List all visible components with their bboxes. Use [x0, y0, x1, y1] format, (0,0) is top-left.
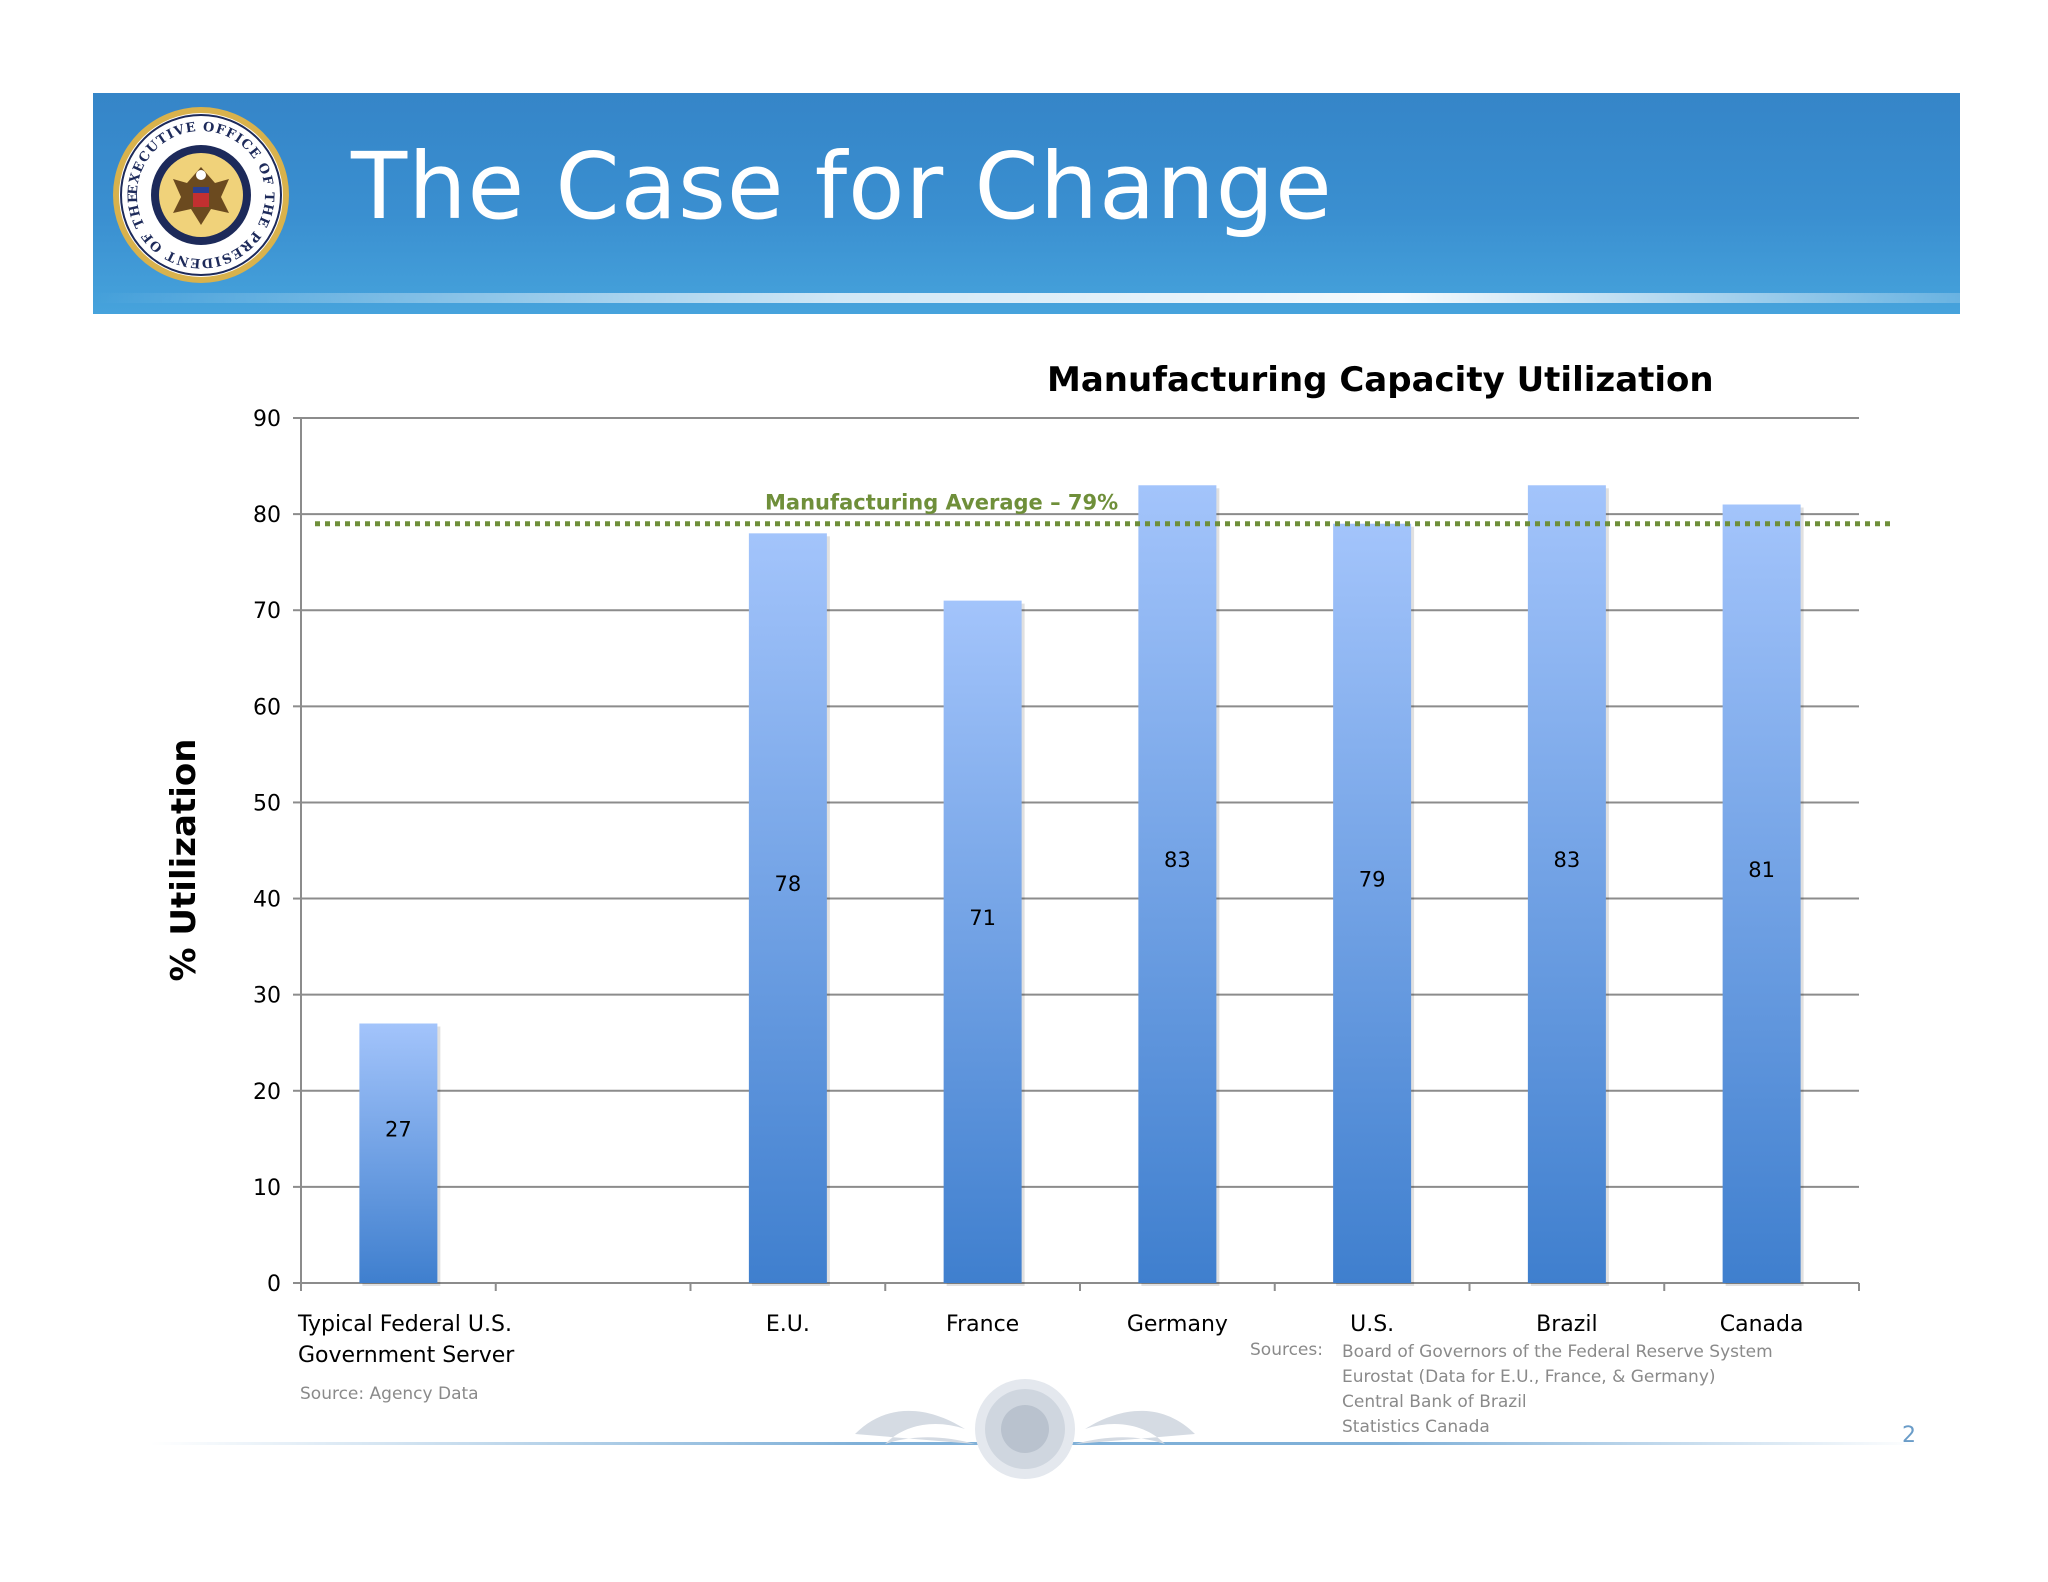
source-item: Board of Governors of the Federal Reserv…	[1342, 1342, 1773, 1362]
y-tick-label: 40	[253, 888, 281, 913]
data-label: 78	[775, 872, 802, 896]
source-item: Statistics Canada	[1342, 1417, 1490, 1437]
y-tick-label: 70	[253, 599, 281, 624]
source-item: Eurostat (Data for E.U., France, & Germa…	[1342, 1367, 1716, 1387]
data-label: 83	[1164, 848, 1191, 872]
bar	[1527, 485, 1606, 1283]
y-tick-label: 90	[253, 407, 281, 432]
data-label: 81	[1748, 858, 1775, 882]
banner-highlight	[93, 293, 1960, 303]
bar	[1722, 504, 1801, 1283]
source-note-left: Source: Agency Data	[300, 1384, 479, 1404]
data-label: 27	[385, 1117, 412, 1141]
x-category-label: Canada	[1720, 1312, 1804, 1337]
x-category-label: Typical Federal U.S.	[297, 1312, 512, 1337]
y-tick-label: 0	[267, 1272, 281, 1297]
x-category-label: E.U.	[766, 1312, 810, 1337]
y-tick-label: 30	[253, 984, 281, 1009]
sources-label: Sources:	[1250, 1340, 1323, 1360]
data-label: 83	[1554, 848, 1581, 872]
x-category-label: France	[946, 1312, 1019, 1337]
average-line-label: Manufacturing Average – 79%	[765, 491, 1118, 515]
bar	[943, 600, 1022, 1283]
x-category-label: Government Server	[298, 1343, 515, 1368]
x-category-label: Brazil	[1536, 1312, 1597, 1337]
x-category-label: Germany	[1127, 1312, 1228, 1337]
bar	[1333, 523, 1412, 1283]
bar	[1138, 485, 1217, 1283]
sources-list: Board of Governors of the Federal Reserv…	[1342, 1340, 1773, 1440]
presidential-seal-icon: EXECUTIVE OFFICE OF THE PRESIDENT OF THE…	[111, 105, 289, 283]
y-tick-label: 80	[253, 503, 281, 528]
data-label: 71	[969, 906, 996, 930]
bar	[359, 1023, 438, 1283]
y-tick-label: 50	[253, 791, 281, 816]
y-tick-label: 60	[253, 695, 281, 720]
chart-title: Manufacturing Capacity Utilization	[1047, 360, 1714, 400]
bar	[748, 533, 827, 1283]
footer-seal-icon	[855, 1379, 1195, 1479]
slide-title: The Case for Change	[351, 133, 1333, 240]
title-banner: EXECUTIVE OFFICE OF THE PRESIDENT OF THE…	[93, 93, 1960, 314]
y-tick-label: 10	[253, 1176, 281, 1201]
data-label: 79	[1359, 867, 1386, 891]
x-category-label: U.S.	[1350, 1312, 1394, 1337]
source-item: Central Bank of Brazil	[1342, 1392, 1527, 1412]
y-tick-label: 20	[253, 1080, 281, 1105]
page-number: 2	[1902, 1423, 1916, 1448]
